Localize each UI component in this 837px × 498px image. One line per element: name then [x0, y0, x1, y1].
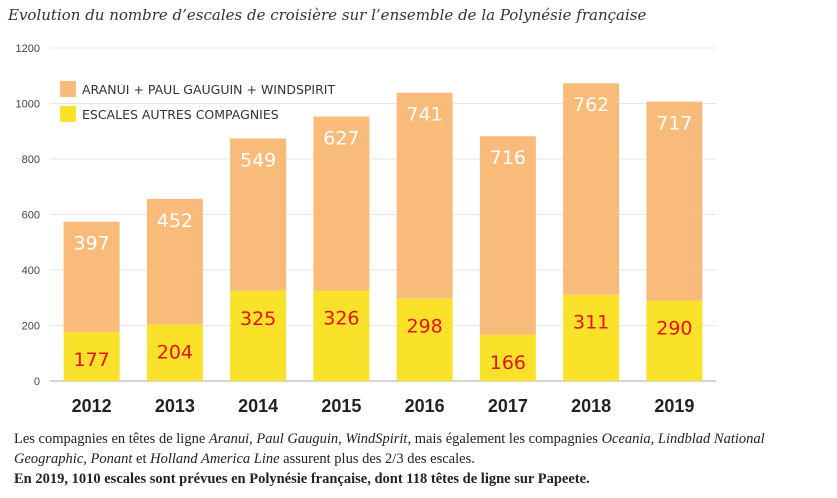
data-label: 311 [573, 312, 609, 334]
legend-swatch [60, 81, 76, 97]
legend-label: ESCALES AUTRES COMPAGNIES [82, 107, 279, 122]
y-tick-label: 400 [22, 265, 40, 277]
bar-ESCALES AUTRES COMPAGNIES [563, 294, 620, 381]
data-label: 741 [406, 104, 442, 126]
data-label: 716 [490, 147, 526, 169]
data-label: 627 [323, 128, 359, 150]
data-label: 204 [157, 341, 193, 363]
bar-ARANUI + PAUL GAUGUIN + WINDSPIRIT [563, 83, 620, 295]
legend-label: ARANUI + PAUL GAUGUIN + WINDSPIRIT [82, 82, 335, 97]
stacked-bar-chart: 0 200 400 600 800 1000 1200 177 397 204 452 325 549… [16, 43, 716, 416]
chart-title: Evolution du nombre d’escales de croisiè… [8, 6, 647, 24]
bar-ARANUI + PAUL GAUGUIN + WINDSPIRIT [63, 221, 120, 332]
caption-line-2: En 2019, 1010 escales sont prévues en Po… [14, 471, 590, 487]
data-label: 326 [323, 308, 359, 330]
y-tick-label: 200 [22, 321, 40, 333]
bars [63, 83, 703, 381]
x-tick-label: 2013 [155, 396, 195, 416]
x-tick-label: 2014 [238, 396, 278, 416]
data-label: 549 [240, 149, 276, 171]
x-tick-label: 2017 [488, 396, 528, 416]
x-tick-label: 2019 [654, 396, 694, 416]
x-tick-label: 2015 [321, 396, 361, 416]
y-tick-label: 1000 [16, 99, 40, 111]
data-label: 717 [656, 113, 692, 135]
bar-ARANUI + PAUL GAUGUIN + WINDSPIRIT [646, 101, 703, 301]
caption-line-1: Les compagnies en têtes de ligne Aranui,… [14, 431, 765, 467]
bar-ARANUI + PAUL GAUGUIN + WINDSPIRIT [230, 138, 287, 291]
bar-ESCALES AUTRES COMPAGNIES [479, 334, 536, 381]
x-axis-ticks: 2012 2013 2014 2015 2016 2017 2018 2019 [72, 396, 695, 416]
bar-ESCALES AUTRES COMPAGNIES [63, 331, 120, 381]
bar-ARANUI + PAUL GAUGUIN + WINDSPIRIT [396, 92, 453, 299]
bar-ESCALES AUTRES COMPAGNIES [646, 300, 703, 381]
data-labels: 177 397 204 452 325 549 326 627 298 741 166 716 311 7… [73, 94, 692, 374]
y-tick-label: 600 [22, 210, 40, 222]
legend: ARANUI + PAUL GAUGUIN + WINDSPIRIT ESCALE… [60, 81, 335, 122]
caption: Les compagnies en têtes de ligne Aranui,… [14, 429, 829, 489]
y-tick-label: 0 [34, 376, 40, 388]
bar-ESCALES AUTRES COMPAGNIES [313, 290, 370, 381]
bar-ESCALES AUTRES COMPAGNIES [396, 298, 453, 381]
x-tick-label: 2018 [571, 396, 611, 416]
data-label: 166 [490, 352, 526, 374]
data-label: 298 [406, 315, 442, 337]
legend-swatch [60, 106, 76, 122]
y-tick-label: 1200 [16, 43, 40, 55]
data-label: 397 [73, 233, 109, 255]
data-label: 290 [656, 318, 692, 340]
y-axis-ticks: 0 200 400 600 800 1000 1200 [16, 43, 40, 388]
bar-ESCALES AUTRES COMPAGNIES [146, 324, 203, 381]
y-tick-label: 800 [22, 154, 40, 166]
data-label: 452 [157, 210, 193, 232]
x-tick-label: 2012 [72, 396, 112, 416]
bar-ARANUI + PAUL GAUGUIN + WINDSPIRIT [313, 116, 370, 291]
data-label: 762 [573, 94, 609, 116]
bar-ARANUI + PAUL GAUGUIN + WINDSPIRIT [479, 136, 536, 335]
x-tick-label: 2016 [405, 396, 445, 416]
data-label: 325 [240, 308, 276, 330]
bar-ESCALES AUTRES COMPAGNIES [230, 290, 287, 381]
data-label: 177 [73, 349, 109, 371]
bar-ARANUI + PAUL GAUGUIN + WINDSPIRIT [146, 198, 203, 325]
